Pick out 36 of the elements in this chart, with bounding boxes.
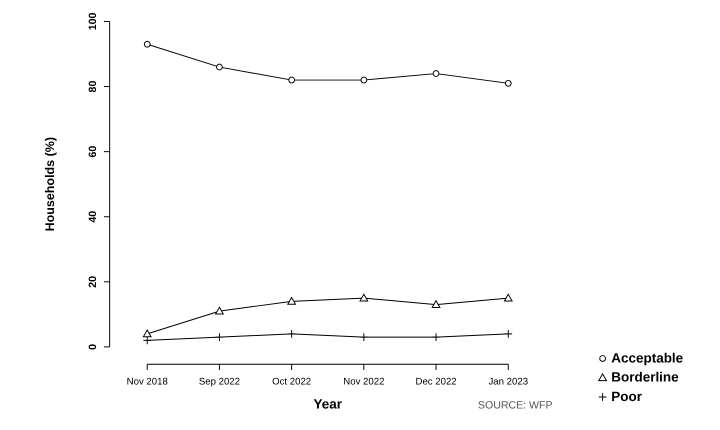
point (142, 336, 152, 345)
y-tick-label: 100 (87, 12, 100, 30)
point (287, 297, 296, 305)
point (144, 40, 151, 48)
x-tick-label: Oct 2022 (272, 376, 312, 388)
point (215, 332, 224, 342)
x-tick-label: Dec 2022 (415, 376, 457, 388)
y-axis-title: Households (%) (42, 136, 57, 232)
x-axis-title: Year (314, 396, 343, 412)
point (432, 300, 440, 308)
source-note: SOURCE: WFP (478, 400, 553, 412)
point (287, 330, 296, 338)
point (142, 330, 152, 338)
point (216, 64, 223, 70)
y-tick-label: 40 (87, 210, 100, 223)
legend-label: Borderline (611, 370, 680, 385)
point (360, 332, 368, 342)
point (432, 332, 440, 342)
x-tick-label: Nov 2018 (126, 376, 168, 388)
y-tick-label: 60 (87, 146, 100, 158)
point (215, 306, 224, 314)
x-tick-label: Jan 2023 (488, 376, 528, 388)
point (504, 80, 512, 87)
point (288, 76, 296, 84)
x-tick-label: Sep 2022 (198, 376, 240, 388)
point (360, 76, 368, 84)
point (432, 70, 440, 77)
legend-label: Poor (611, 388, 643, 404)
point (504, 330, 513, 338)
x-tick-label: Nov 2022 (343, 376, 384, 388)
point (360, 294, 368, 302)
y-tick-label: 20 (87, 276, 100, 288)
point (504, 294, 513, 302)
y-tick-label: 80 (87, 80, 100, 92)
legend-label: Acceptable (611, 350, 684, 366)
y-tick-label: 0 (87, 344, 100, 350)
